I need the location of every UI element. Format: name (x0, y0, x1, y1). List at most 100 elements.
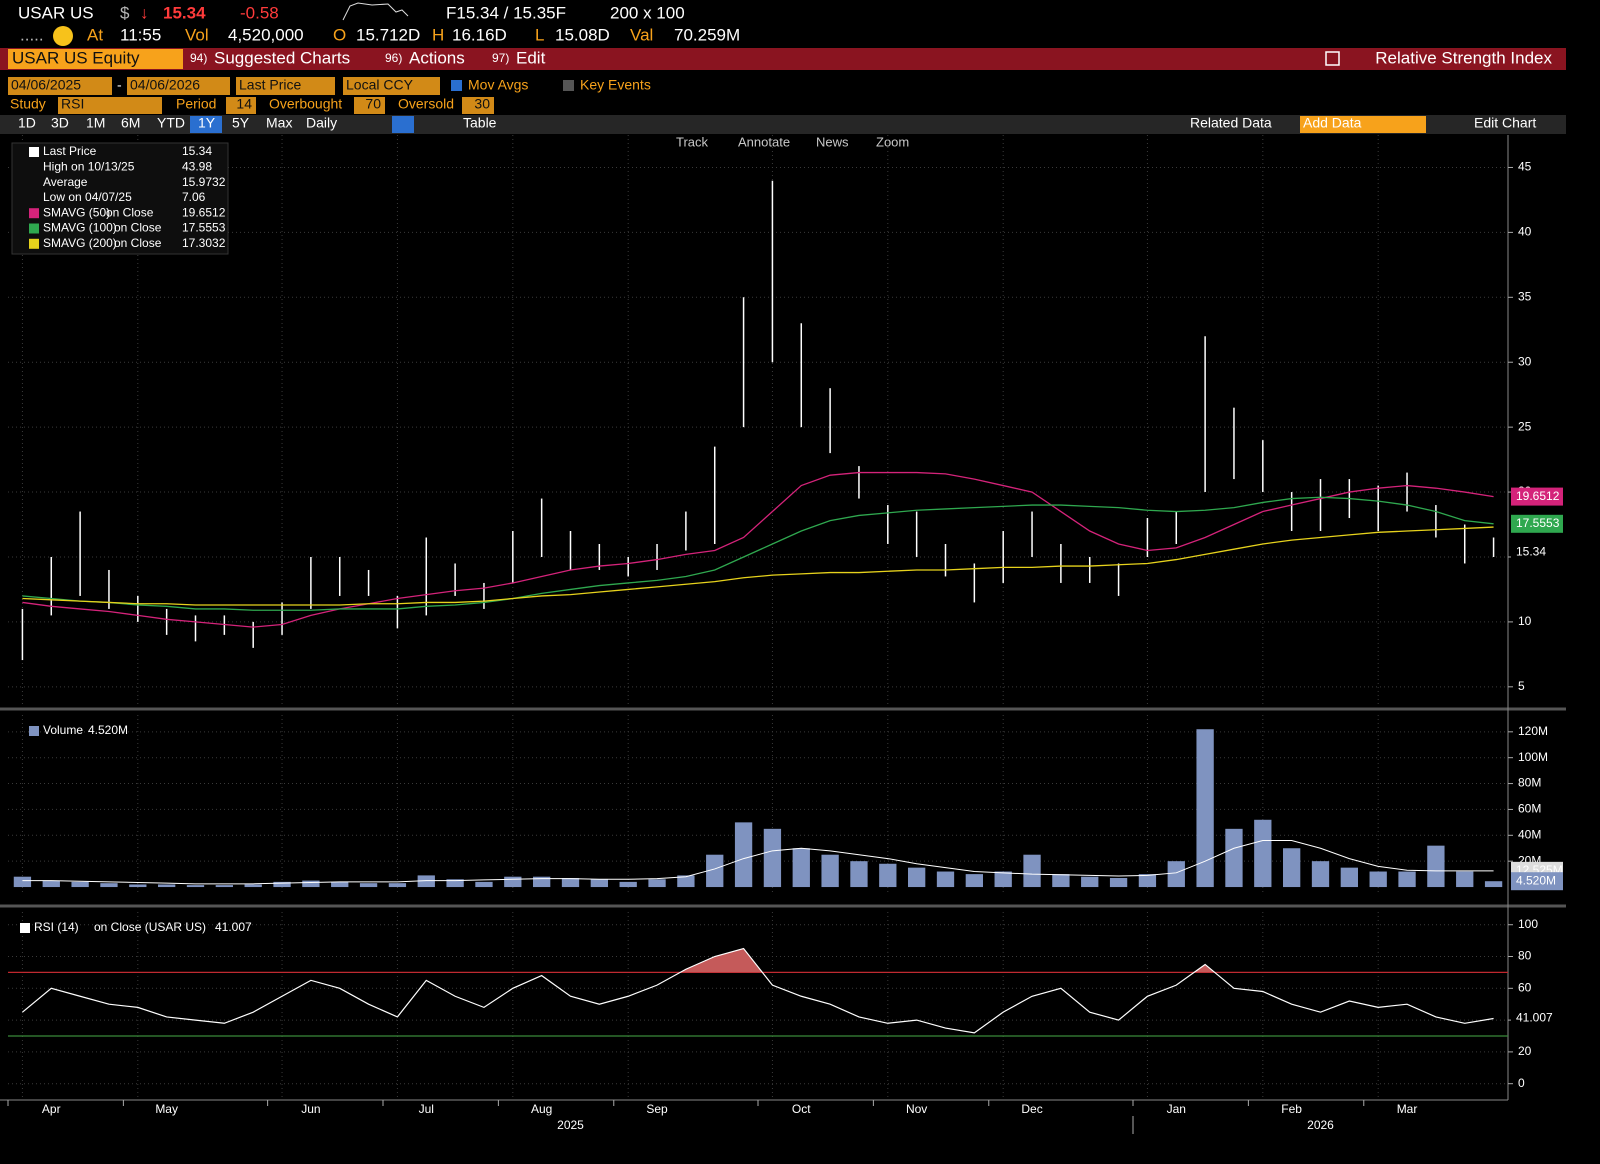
end-date: 04/06/2026 (130, 77, 200, 93)
menu-label[interactable]: Edit (516, 48, 546, 67)
x-tick-label: Sep (646, 1102, 668, 1116)
checkbox[interactable] (451, 80, 462, 91)
ranges: 1D 3D 1M 6M YTD 1Y 5Y Max (18, 115, 292, 133)
volume-bar (1254, 819, 1272, 888)
menu-bar (0, 48, 1566, 70)
open: 15.712D (356, 25, 420, 44)
related[interactable]: Related Data (1190, 115, 1272, 131)
x-tick-label: Jan (1167, 1102, 1186, 1116)
toolbar (0, 115, 1566, 134)
chart-tool[interactable]: Annotate (738, 134, 790, 149)
volume-bar (648, 879, 666, 888)
legend-box (11, 142, 229, 255)
y-tick-label: 0 (1518, 1076, 1525, 1090)
menu-right[interactable]: Relative Strength Index (1375, 48, 1552, 67)
y-tick-label: 40M (1518, 827, 1541, 841)
volume-bar (302, 880, 320, 888)
open-label: O (333, 25, 346, 44)
menu-code: 94) (190, 51, 207, 65)
price: 15.34 (163, 3, 206, 22)
launch-icon (1325, 51, 1340, 66)
volume-bar (1167, 861, 1185, 888)
input[interactable] (226, 97, 256, 114)
legend-basis: on Close (114, 236, 162, 250)
legend-value: 4.520M (88, 723, 128, 737)
input[interactable] (8, 77, 112, 95)
input[interactable] (236, 77, 335, 95)
chart-tool[interactable]: Zoom (876, 134, 909, 149)
y-tick-label: 80 (1518, 949, 1532, 963)
input[interactable] (462, 97, 494, 114)
value-tag-label: 17.5553 (1516, 516, 1560, 530)
at-label: At (87, 25, 103, 44)
input[interactable] (354, 97, 385, 114)
range[interactable]: 5Y (232, 115, 250, 131)
security-box[interactable] (8, 49, 183, 69)
range[interactable]: 1M (86, 115, 105, 131)
chart-tool[interactable]: Track (676, 134, 709, 149)
legend-swatch (29, 223, 39, 234)
add-data-box[interactable] (1300, 116, 1426, 133)
legend-label: RSI (14) (34, 920, 79, 934)
frequency[interactable]: Daily (306, 115, 337, 131)
volume-bar (475, 881, 493, 888)
volume-bar (215, 885, 233, 888)
volume-bar (619, 881, 637, 888)
range[interactable]: 1D (18, 115, 36, 131)
low-label: L (535, 25, 544, 44)
volume-bar (994, 871, 1012, 888)
range[interactable]: 1Y (198, 115, 216, 131)
sparkline (342, 2, 409, 21)
y-tick-label: 80M (1518, 776, 1541, 790)
range[interactable]: 6M (121, 115, 140, 131)
y-tick-label: 5 (1518, 679, 1525, 693)
volume-bar (533, 876, 551, 888)
rsi-line (22, 947, 1494, 1034)
volume-bar (331, 881, 349, 888)
menu-label[interactable]: Suggested Charts (214, 48, 350, 67)
range[interactable]: YTD (157, 115, 185, 131)
menu-label[interactable]: Actions (409, 48, 465, 67)
range[interactable]: 3D (51, 115, 69, 131)
overbought-fill (680, 948, 1215, 973)
y-tick-label: 35 (1518, 289, 1532, 303)
high-label: H (432, 25, 444, 44)
volume-bar (1427, 845, 1445, 888)
volume-bar (186, 885, 205, 888)
input[interactable] (127, 77, 230, 95)
y-tick-label: 100M (1518, 750, 1548, 764)
volume-bar (1109, 877, 1128, 888)
study-label: Study (10, 96, 46, 112)
chart-type-active[interactable] (392, 116, 414, 133)
mov-avgs: Mov Avgs (468, 77, 528, 93)
input[interactable] (343, 77, 440, 95)
volume-bar (244, 884, 262, 888)
val-label: Val (630, 25, 653, 44)
arrow: ↓ (140, 3, 149, 22)
legend-value: 17.3032 (182, 236, 226, 250)
volume-bar (936, 871, 955, 888)
x-tick-label: Jul (419, 1102, 434, 1116)
edit-chart[interactable]: Edit Chart (1474, 115, 1536, 131)
input[interactable] (58, 97, 162, 114)
legend-basis: on Close (USAR US) (94, 920, 206, 934)
chart-tool[interactable]: News (816, 134, 849, 149)
checkbox[interactable] (563, 80, 574, 91)
value: 70.259M (674, 25, 740, 44)
change: -0.58 (240, 3, 279, 22)
year-label: 2025 (557, 1118, 584, 1132)
currency: $ (120, 3, 130, 22)
range-active (190, 116, 222, 133)
chart-tools: Track Annotate News Zoom (676, 134, 909, 149)
volume-bar (1369, 871, 1387, 888)
icon[interactable] (53, 26, 73, 46)
range[interactable]: Max (266, 115, 292, 131)
legend-value: 15.34 (182, 144, 212, 158)
legend-swatch (29, 238, 39, 249)
size: 200 x 100 (610, 3, 685, 22)
volume-bar (1456, 871, 1474, 888)
volume-bar (359, 883, 378, 888)
table[interactable]: Table (463, 115, 497, 131)
volume-bar (850, 861, 868, 888)
volume-bar (1398, 871, 1416, 888)
